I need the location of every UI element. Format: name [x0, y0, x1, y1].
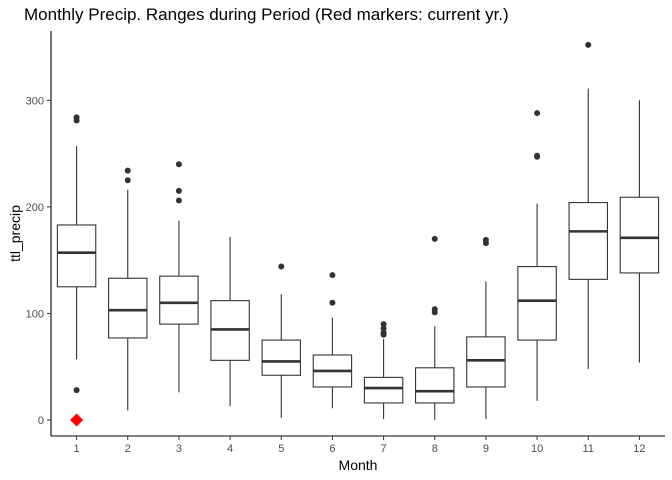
x-tick-label: 12	[633, 443, 645, 455]
x-tick-label: 7	[381, 443, 387, 455]
iqr-box	[466, 336, 506, 388]
outlier-point	[278, 263, 285, 270]
box-month-1	[56, 114, 97, 394]
outlier-point	[329, 272, 336, 279]
x-tick-label: 4	[227, 443, 233, 455]
y-tick-label: 300	[26, 95, 44, 107]
y-tick-label: 0	[38, 415, 44, 427]
box-month-9	[466, 236, 506, 419]
x-tick-label: 11	[583, 443, 594, 455]
iqr-box	[261, 339, 301, 376]
iqr-box	[363, 376, 404, 404]
box-month-12	[619, 100, 660, 363]
x-tick-label: 9	[483, 443, 489, 455]
box-month-5	[261, 263, 301, 418]
outlier-point	[124, 167, 131, 174]
iqr-box	[619, 196, 660, 274]
iqr-box	[517, 265, 557, 341]
y-axis-title: ttl_precip	[7, 205, 23, 262]
box-month-3	[159, 161, 199, 393]
current-year-marker-month-1	[70, 413, 84, 427]
x-tick-label: 6	[329, 443, 335, 455]
outlier-point	[431, 235, 438, 242]
outlier-point	[380, 321, 387, 328]
outlier-point	[124, 177, 131, 184]
box-month-6	[312, 272, 353, 409]
outlier-point	[534, 110, 541, 117]
outlier-point	[175, 187, 182, 194]
outlier-point	[380, 329, 387, 336]
iqr-box	[108, 277, 148, 339]
box-month-11	[568, 41, 608, 369]
x-tick-label: 2	[125, 443, 131, 455]
y-tick-label: 200	[26, 202, 44, 214]
box-month-4	[210, 236, 250, 407]
y-axis-ticks: 0 100 200 300	[26, 95, 51, 427]
iqr-box	[56, 224, 97, 288]
x-axis-title: Month	[339, 457, 378, 473]
box-month-10	[517, 110, 557, 401]
outlier-point	[329, 299, 336, 306]
outlier-point	[175, 197, 182, 204]
iqr-box	[159, 275, 199, 325]
x-tick-label: 8	[432, 443, 438, 455]
outlier-point	[175, 161, 182, 168]
box-month-8	[415, 235, 455, 421]
chart-title: Monthly Precip. Ranges during Period (Re…	[24, 5, 509, 24]
outlier-point	[534, 152, 541, 159]
outlier-point	[73, 387, 80, 394]
x-tick-label: 5	[278, 443, 284, 455]
box-month-2	[108, 167, 148, 411]
y-tick-label: 100	[26, 308, 44, 320]
outlier-point	[380, 325, 387, 332]
outlier-point	[482, 236, 489, 243]
outlier-point	[431, 306, 438, 313]
outlier-point	[73, 114, 80, 121]
iqr-box	[568, 202, 608, 280]
plot-marks	[56, 41, 660, 427]
x-tick-label: 1	[74, 443, 80, 455]
outlier-point	[585, 41, 592, 48]
box-month-7	[363, 321, 404, 419]
x-tick-label: 3	[176, 443, 182, 455]
iqr-box	[415, 367, 455, 404]
x-tick-label: 10	[531, 443, 543, 455]
x-axis-ticks: 1 2 3 4 5 6 7 8 9 10 11 12	[74, 436, 646, 455]
